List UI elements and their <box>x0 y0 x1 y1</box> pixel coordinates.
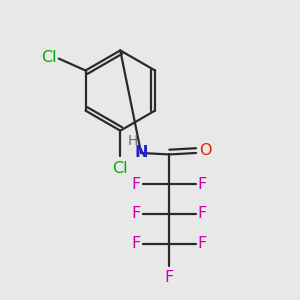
Text: F: F <box>165 270 174 285</box>
Text: F: F <box>132 177 141 192</box>
Text: H: H <box>127 134 137 148</box>
Text: F: F <box>132 206 141 221</box>
Text: N: N <box>134 146 148 160</box>
Text: Cl: Cl <box>41 50 56 64</box>
Text: F: F <box>198 177 207 192</box>
Text: O: O <box>199 143 211 158</box>
Text: Cl: Cl <box>112 161 128 176</box>
Text: F: F <box>198 236 207 251</box>
Text: F: F <box>132 236 141 251</box>
Text: F: F <box>198 206 207 221</box>
